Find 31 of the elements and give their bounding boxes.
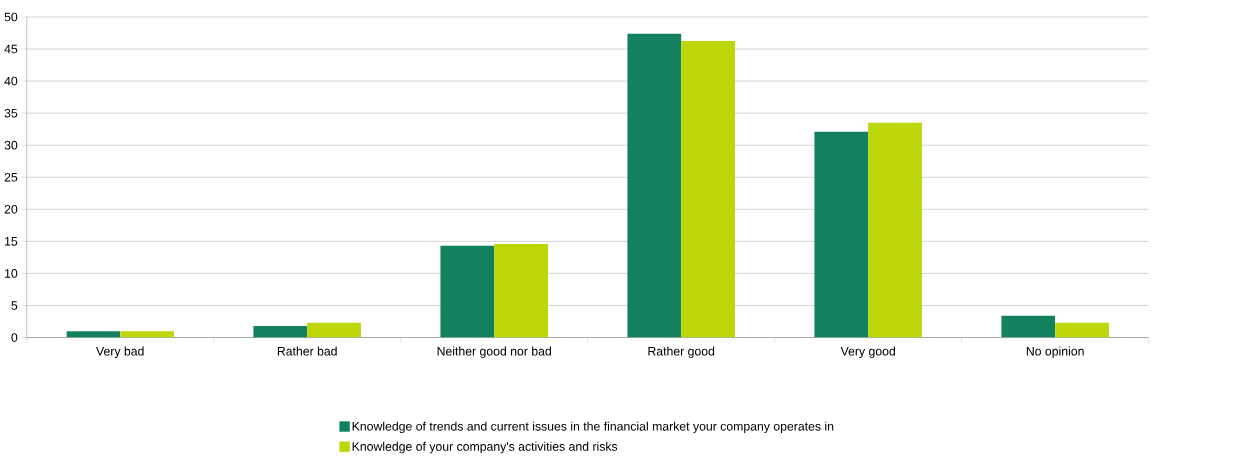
y-tick-label: 5 [11, 301, 18, 310]
y-tick-label: 0 [11, 333, 18, 343]
y-tick-label: 45 [4, 44, 18, 54]
bar [66, 331, 121, 338]
legend-label: Knowledge of your company's activities and risks [352, 442, 618, 454]
bar [253, 326, 308, 338]
bar [627, 33, 682, 338]
bar [1001, 315, 1056, 338]
y-tick-label: 25 [4, 173, 18, 182]
y-tick-label: 15 [5, 237, 18, 246]
x-tick-label: Very bad [96, 346, 144, 359]
bar [1055, 323, 1109, 338]
bar [681, 40, 735, 338]
x-tick-label: Very good [840, 346, 895, 359]
x-tick-label: Rather good [648, 346, 715, 359]
x-tick-label: Neither good nor bad [437, 346, 551, 359]
x-tick-label: Rather bad [277, 346, 337, 356]
y-tick-label: 35 [4, 109, 18, 118]
bar [868, 122, 922, 338]
y-tick-label: 10 [5, 269, 18, 278]
bar [120, 331, 174, 338]
bar [440, 246, 495, 338]
y-tick-label: 50 [4, 12, 18, 22]
legend-label: Knowledge of trends and current issues in the financial market your company operates in [352, 421, 834, 434]
y-tick-label: 20 [4, 205, 18, 214]
y-tick-label: 30 [4, 141, 18, 150]
bar [307, 323, 361, 338]
bar [814, 131, 869, 338]
y-tick-label: 40 [4, 76, 18, 86]
x-tick-label: No opinion [1026, 346, 1084, 359]
bar [494, 244, 548, 338]
